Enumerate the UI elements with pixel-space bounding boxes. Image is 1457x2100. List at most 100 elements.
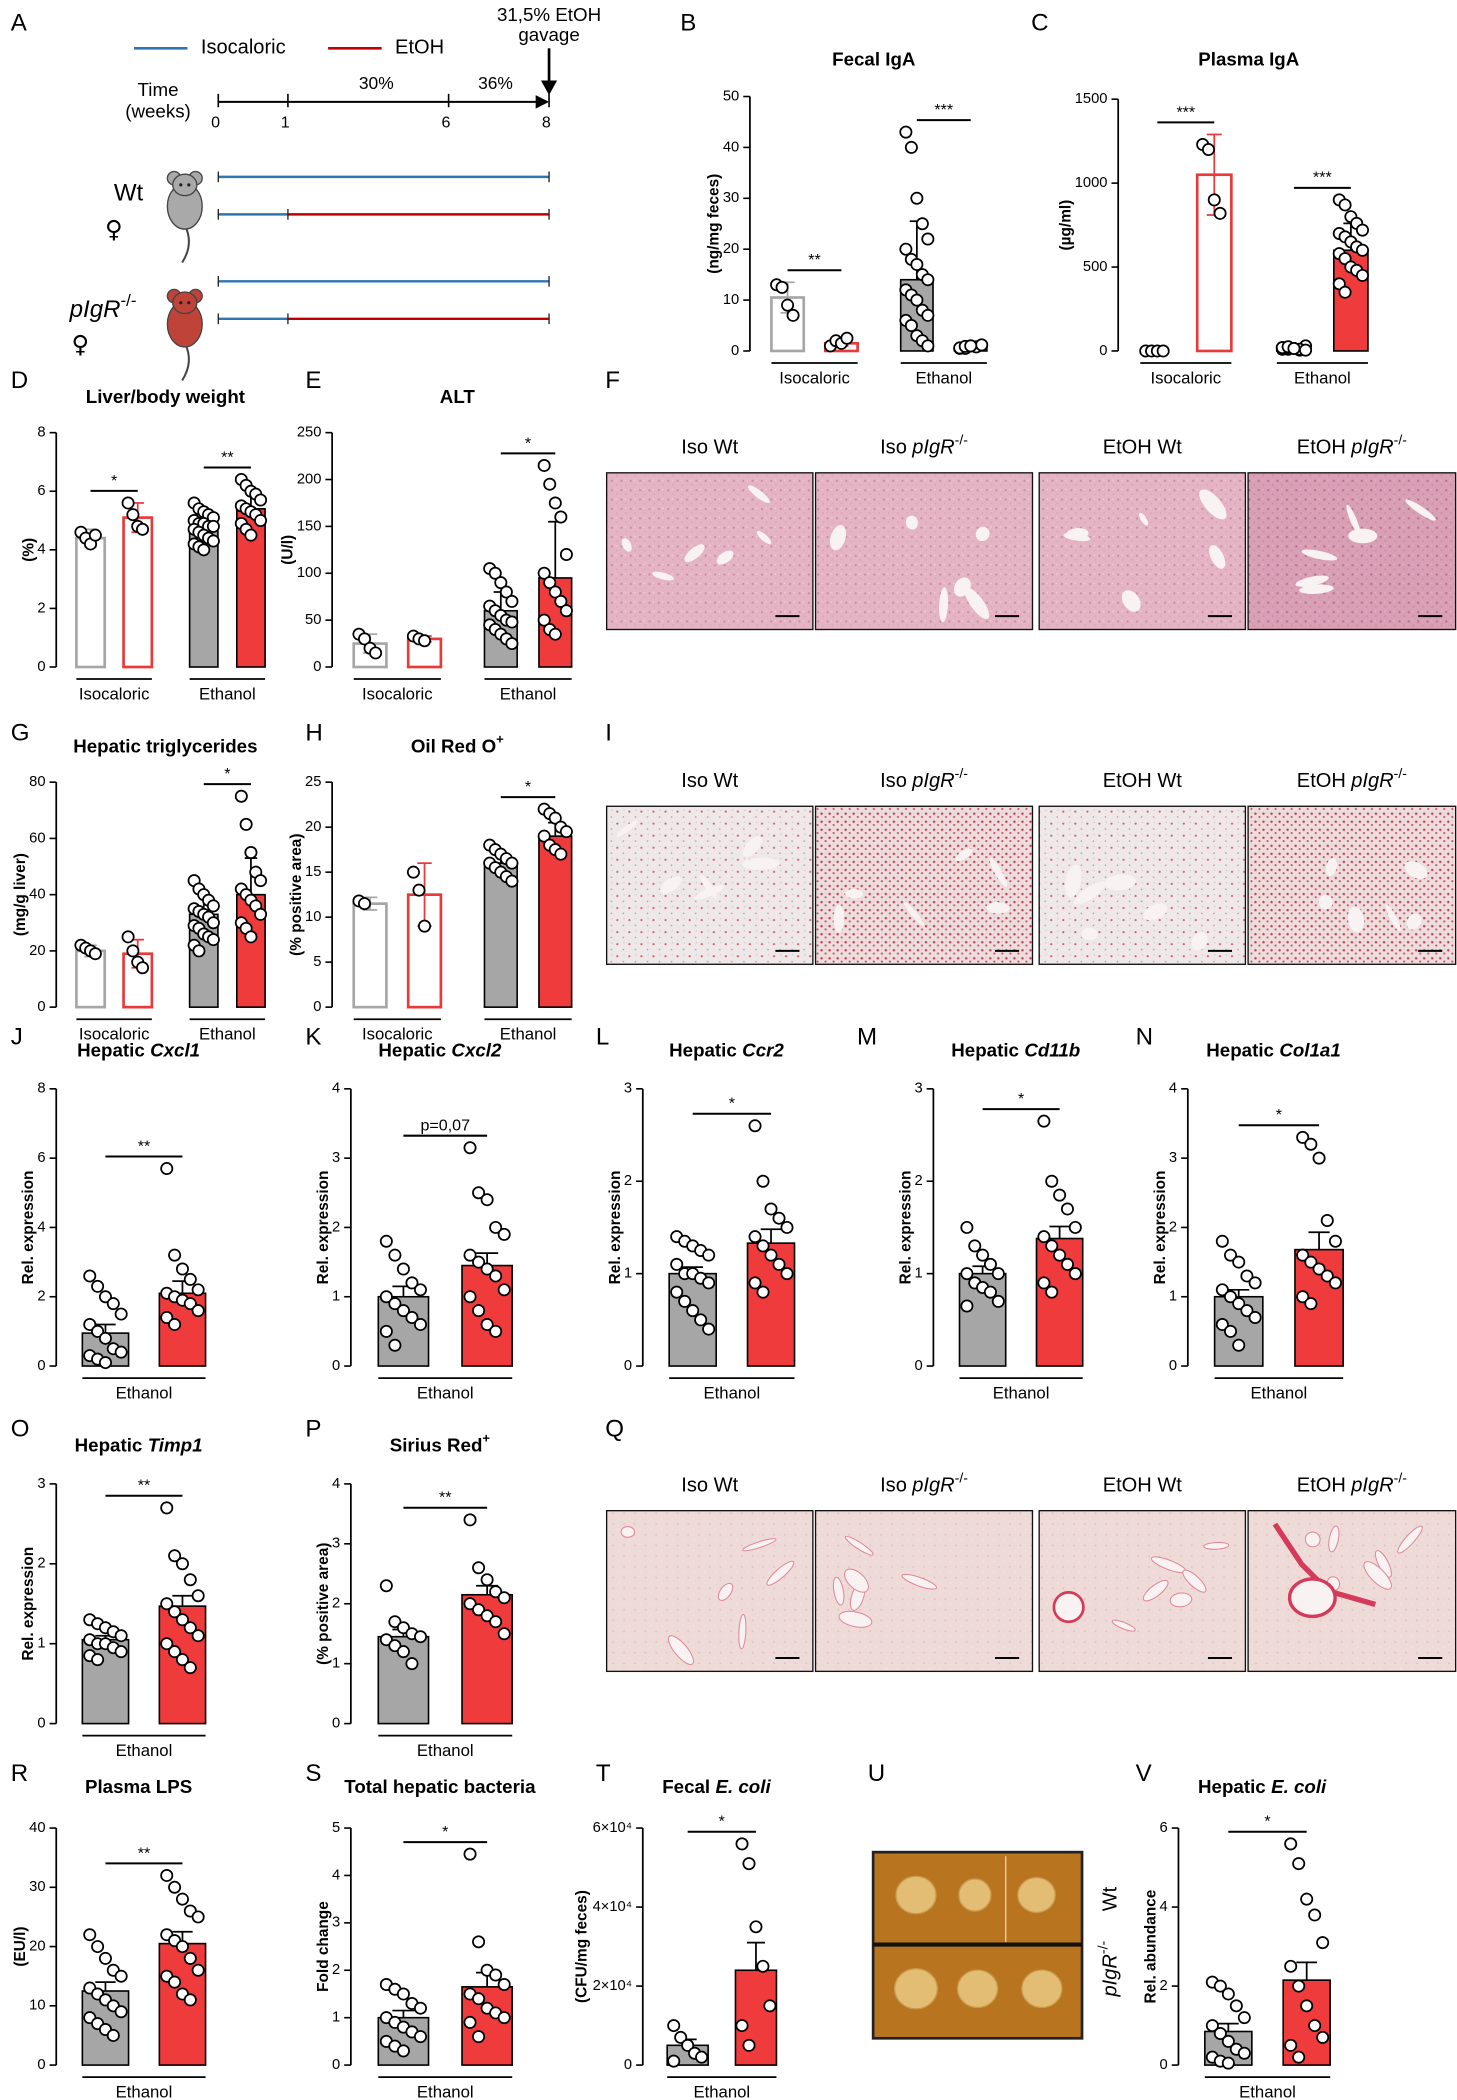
data-point <box>83 1928 97 1942</box>
mouse-wt <box>166 170 203 264</box>
chart-title: Hepatic Ccr2 <box>669 1039 784 1060</box>
vessel <box>1143 903 1168 921</box>
mouse-pigr <box>166 288 203 381</box>
data-point <box>991 1267 1005 1281</box>
sig-label: ** <box>221 448 234 466</box>
data-point <box>98 1331 112 1345</box>
y-tick-label: 4×10⁴ <box>593 1899 632 1915</box>
data-point <box>413 2030 427 2044</box>
data-point <box>405 1276 419 1290</box>
data-point <box>497 1977 511 1991</box>
data-point <box>244 930 258 944</box>
y-tick-label: 20 <box>723 241 739 257</box>
data-point <box>472 1304 486 1318</box>
vessel <box>1182 1569 1207 1593</box>
chart-title-part: Oil Red O <box>411 735 496 756</box>
data-point <box>91 1279 105 1293</box>
y-tick-label: 6 <box>37 1150 45 1166</box>
panel-letter: O <box>11 1416 30 1443</box>
bar <box>1282 1979 1331 2066</box>
group-label: Ethanol <box>116 1384 173 1403</box>
chart-title-part: Hepatic <box>669 1039 737 1060</box>
y-tick-label: 2 <box>624 1173 632 1189</box>
micrograph-label: EtOH Wt <box>1103 1475 1183 1497</box>
data-point <box>1240 1304 1254 1318</box>
data-point <box>244 845 258 859</box>
panel-letter: P <box>305 1416 321 1443</box>
data-point <box>681 2038 695 2052</box>
sig-label: ** <box>439 1489 452 1507</box>
legend-label: Isocaloric <box>201 37 286 59</box>
vessel <box>1169 1592 1193 1608</box>
vessel <box>1385 904 1401 932</box>
data-point <box>497 2011 511 2025</box>
data-point <box>1284 1959 1298 1973</box>
data-point <box>554 594 568 608</box>
plate-row-label-part: pIgR <box>1100 1954 1122 1997</box>
panel-letter: B <box>680 10 696 37</box>
y-tick-label: 2 <box>1169 1219 1177 1235</box>
sig-label: * <box>111 472 117 490</box>
chart-title: Hepatic Cd11b <box>951 1039 1080 1060</box>
data-point <box>244 528 258 542</box>
data-point <box>88 528 102 542</box>
data-point <box>921 273 935 287</box>
micrograph <box>1038 1509 1247 1673</box>
data-point <box>686 1304 700 1318</box>
data-point <box>1232 1338 1246 1352</box>
vessel <box>1295 575 1329 587</box>
y-tick-label: 15 <box>305 864 321 880</box>
y-tick-label: 40 <box>29 1820 45 1836</box>
y-tick-label: 2 <box>914 1173 922 1189</box>
data-point <box>379 1324 393 1338</box>
data-point <box>1328 1234 1342 1248</box>
y-tick-label: 80 <box>29 774 45 790</box>
panel-letter: V <box>1136 1760 1152 1787</box>
chart-title-part: Col1a1 <box>1279 1039 1340 1060</box>
vessel <box>964 587 990 620</box>
data-point <box>463 1141 477 1155</box>
vessel <box>616 820 638 838</box>
gavage-label: gavage <box>518 24 579 45</box>
micrograph-label-part: pIgR <box>911 437 954 459</box>
y-tick-label: 0 <box>1169 1358 1177 1374</box>
data-point <box>1308 2019 1322 2033</box>
data-point <box>674 2030 688 2044</box>
y-tick-label: 30 <box>29 1879 45 1895</box>
data-point <box>543 477 557 491</box>
vessel <box>845 889 864 899</box>
data-point <box>1308 1908 1322 1922</box>
y-tick-label: 0 <box>624 1358 632 1374</box>
vessel <box>1063 532 1091 542</box>
data-point <box>396 1304 410 1318</box>
data-point <box>1229 1999 1243 2013</box>
chart-title: Liver/body weight <box>86 386 246 407</box>
data-point <box>88 947 102 961</box>
y-tick-label: 0 <box>37 1358 45 1374</box>
data-point <box>735 2019 749 2033</box>
bar <box>746 1242 796 1367</box>
micrograph-label: Iso Wt <box>681 1475 738 1497</box>
data-point <box>548 627 562 641</box>
y-tick-label: 1 <box>914 1266 922 1282</box>
data-point <box>670 1285 684 1299</box>
data-point <box>1240 1269 1254 1283</box>
data-point <box>191 1910 205 1924</box>
y-tick-label: 20 <box>29 1938 45 1954</box>
data-point <box>748 1276 762 1290</box>
bar <box>158 1942 207 2066</box>
data-point <box>505 874 519 888</box>
data-point <box>183 1573 197 1587</box>
data-point <box>772 1211 786 1225</box>
sig-label: *** <box>1313 169 1332 187</box>
data-point <box>239 817 253 831</box>
y-axis-label: (% positive area) <box>288 833 305 955</box>
panel-letter: E <box>305 367 321 394</box>
bar <box>75 949 107 1009</box>
data-point <box>1304 1137 1318 1151</box>
data-point <box>1312 1151 1326 1165</box>
data-point <box>702 1322 716 1336</box>
chart-title-part: Sirius Red <box>390 1434 483 1455</box>
plate-row-label: Wt <box>1100 1886 1122 1911</box>
